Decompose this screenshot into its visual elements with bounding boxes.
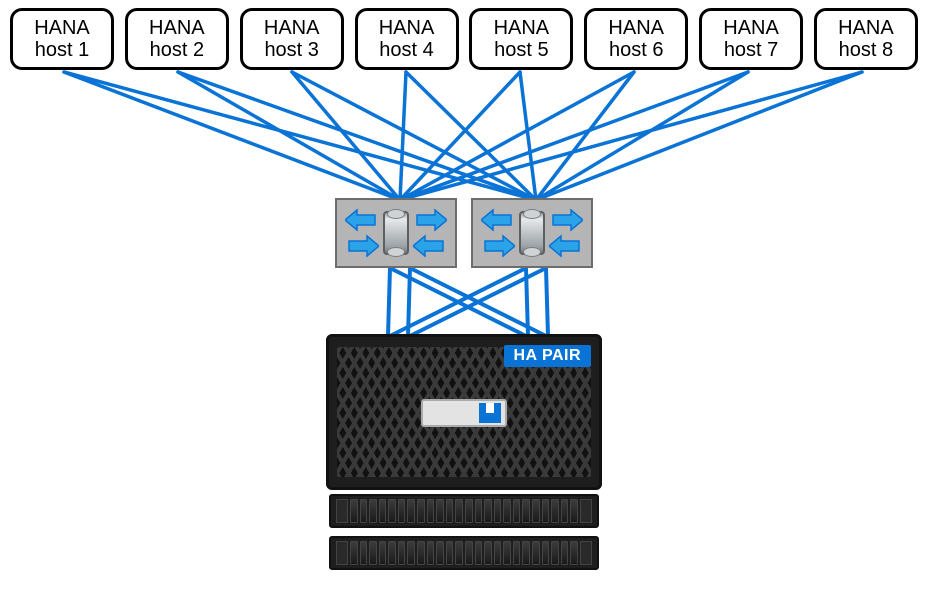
drive-bay xyxy=(398,499,406,523)
host-label-line1: HANA xyxy=(838,17,894,39)
host-box-8: HANAhost 8 xyxy=(814,8,918,70)
switch-arrows-left-icon xyxy=(345,208,379,258)
drive-bay xyxy=(350,499,358,523)
drive-bay xyxy=(446,541,454,565)
drive-bay xyxy=(407,499,415,523)
host-label-line1: HANA xyxy=(34,17,90,39)
drive-bay xyxy=(436,499,444,523)
drive-bay xyxy=(379,499,387,523)
storage-controller: HA PAIR xyxy=(326,334,602,490)
drive-bay xyxy=(388,499,396,523)
shelf-handle-icon xyxy=(336,541,348,565)
drive-bay xyxy=(475,541,483,565)
host-label-line2: host 8 xyxy=(839,39,893,61)
switch-right xyxy=(471,198,593,268)
shelf-handle-icon xyxy=(580,541,592,565)
disk-shelf xyxy=(329,536,599,570)
drive-bay xyxy=(455,499,463,523)
drive-bay xyxy=(532,541,540,565)
drive-bay xyxy=(360,499,368,523)
switch-arrows-right-icon xyxy=(549,208,583,258)
drive-bay xyxy=(542,499,550,523)
host-box-2: HANAhost 2 xyxy=(125,8,229,70)
host-label-line2: host 6 xyxy=(609,39,663,61)
switch-arrows-right-icon xyxy=(413,208,447,258)
drive-bay xyxy=(379,541,387,565)
host-box-5: HANAhost 5 xyxy=(469,8,573,70)
drive-bay xyxy=(455,541,463,565)
host-box-3: HANAhost 3 xyxy=(240,8,344,70)
drive-bay xyxy=(522,499,530,523)
drive-bay xyxy=(503,541,511,565)
host-label-line1: HANA xyxy=(149,17,205,39)
drive-bay xyxy=(542,541,550,565)
disk-shelves xyxy=(329,494,599,570)
drive-bay xyxy=(570,541,578,565)
drive-bay xyxy=(551,499,559,523)
host-label-line2: host 2 xyxy=(150,39,204,61)
shelf-handle-icon xyxy=(580,499,592,523)
drive-bay xyxy=(570,499,578,523)
host-label-line2: host 4 xyxy=(379,39,433,61)
host-label-line2: host 3 xyxy=(264,39,318,61)
drive-bay xyxy=(446,499,454,523)
drive-bay xyxy=(484,541,492,565)
drive-bay xyxy=(484,499,492,523)
drive-bay xyxy=(494,541,502,565)
host-label-line2: host 1 xyxy=(35,39,89,61)
drive-bay xyxy=(407,541,415,565)
host-label-line1: HANA xyxy=(264,17,320,39)
diagram-canvas: HANAhost 1HANAhost 2HANAhost 3HANAhost 4… xyxy=(0,0,928,607)
controller-center-strip xyxy=(421,399,507,427)
drive-bay xyxy=(532,499,540,523)
drive-bay xyxy=(417,541,425,565)
host-label-line1: HANA xyxy=(379,17,435,39)
drive-bay xyxy=(522,541,530,565)
drive-bay xyxy=(551,541,559,565)
drive-bay xyxy=(465,541,473,565)
drive-bay xyxy=(398,541,406,565)
drive-bay xyxy=(513,541,521,565)
switch-row xyxy=(0,198,928,268)
host-label-line1: HANA xyxy=(723,17,779,39)
drive-bay xyxy=(475,499,483,523)
drive-bay xyxy=(561,541,569,565)
drive-bay xyxy=(465,499,473,523)
host-box-6: HANAhost 6 xyxy=(584,8,688,70)
disk-shelf xyxy=(329,494,599,528)
host-label-line1: HANA xyxy=(494,17,550,39)
drive-bay xyxy=(369,541,377,565)
host-label-line1: HANA xyxy=(608,17,664,39)
switch-icon xyxy=(345,208,447,258)
drive-bay xyxy=(388,541,396,565)
drive-bay xyxy=(369,499,377,523)
host-box-1: HANAhost 1 xyxy=(10,8,114,70)
shelf-handle-icon xyxy=(336,499,348,523)
drive-bay xyxy=(350,541,358,565)
host-label-line2: host 5 xyxy=(494,39,548,61)
host-box-7: HANAhost 7 xyxy=(699,8,803,70)
drive-bay xyxy=(417,499,425,523)
drive-bay xyxy=(427,541,435,565)
drive-bay xyxy=(503,499,511,523)
drive-bay xyxy=(513,499,521,523)
drive-bay xyxy=(494,499,502,523)
drive-bay xyxy=(436,541,444,565)
switch-hub-icon xyxy=(383,211,409,255)
host-label-line2: host 7 xyxy=(724,39,778,61)
switch-arrows-left-icon xyxy=(481,208,515,258)
netapp-logo-icon xyxy=(479,403,501,423)
drive-bay xyxy=(561,499,569,523)
host-box-4: HANAhost 4 xyxy=(355,8,459,70)
ha-pair-badge: HA PAIR xyxy=(504,345,592,367)
switch-hub-icon xyxy=(519,211,545,255)
switch-icon xyxy=(481,208,583,258)
drive-bay xyxy=(360,541,368,565)
switch-left xyxy=(335,198,457,268)
drive-bay xyxy=(427,499,435,523)
